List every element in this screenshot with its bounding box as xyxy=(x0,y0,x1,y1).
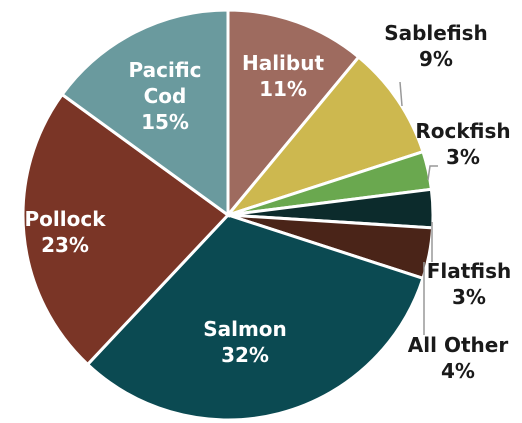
value-label: 3% xyxy=(452,285,486,309)
category-label: Rockfish xyxy=(415,119,511,143)
category-label: All Other xyxy=(407,333,509,357)
slice-label: Halibut 11% xyxy=(223,50,343,102)
value-label: 3% xyxy=(446,145,480,169)
slice-label: All Other 4% xyxy=(393,332,522,384)
slice-label: Pacific Cod 15% xyxy=(125,57,205,135)
category-label: Sablefish xyxy=(384,21,488,45)
leader-line xyxy=(427,165,438,181)
value-label: 11% xyxy=(259,77,307,101)
slice-label: Flatfish 3% xyxy=(409,258,522,310)
value-label: 32% xyxy=(221,343,269,367)
category-label: Pollock xyxy=(24,207,106,231)
category-label: Flatfish xyxy=(426,259,512,283)
value-label: 4% xyxy=(441,359,475,383)
category-label: Halibut xyxy=(241,51,325,75)
category-label: Salmon xyxy=(203,317,287,341)
leader-line xyxy=(399,81,403,107)
slice-label: Rockfish 3% xyxy=(403,118,522,170)
category-label: Pacific Cod xyxy=(128,58,202,108)
pie-slice xyxy=(226,8,361,220)
slice-label: Sablefish 9% xyxy=(376,20,496,72)
slice-label: Salmon 32% xyxy=(185,316,305,368)
slice-label: Pollock 23% xyxy=(5,206,125,258)
value-label: 23% xyxy=(41,233,89,257)
value-label: 15% xyxy=(141,110,189,134)
pie-slice xyxy=(60,8,230,218)
pie-slice xyxy=(223,54,425,219)
pie-slice xyxy=(21,92,231,367)
pie-slice xyxy=(85,213,425,422)
slices xyxy=(21,8,435,422)
value-label: 9% xyxy=(419,47,453,71)
